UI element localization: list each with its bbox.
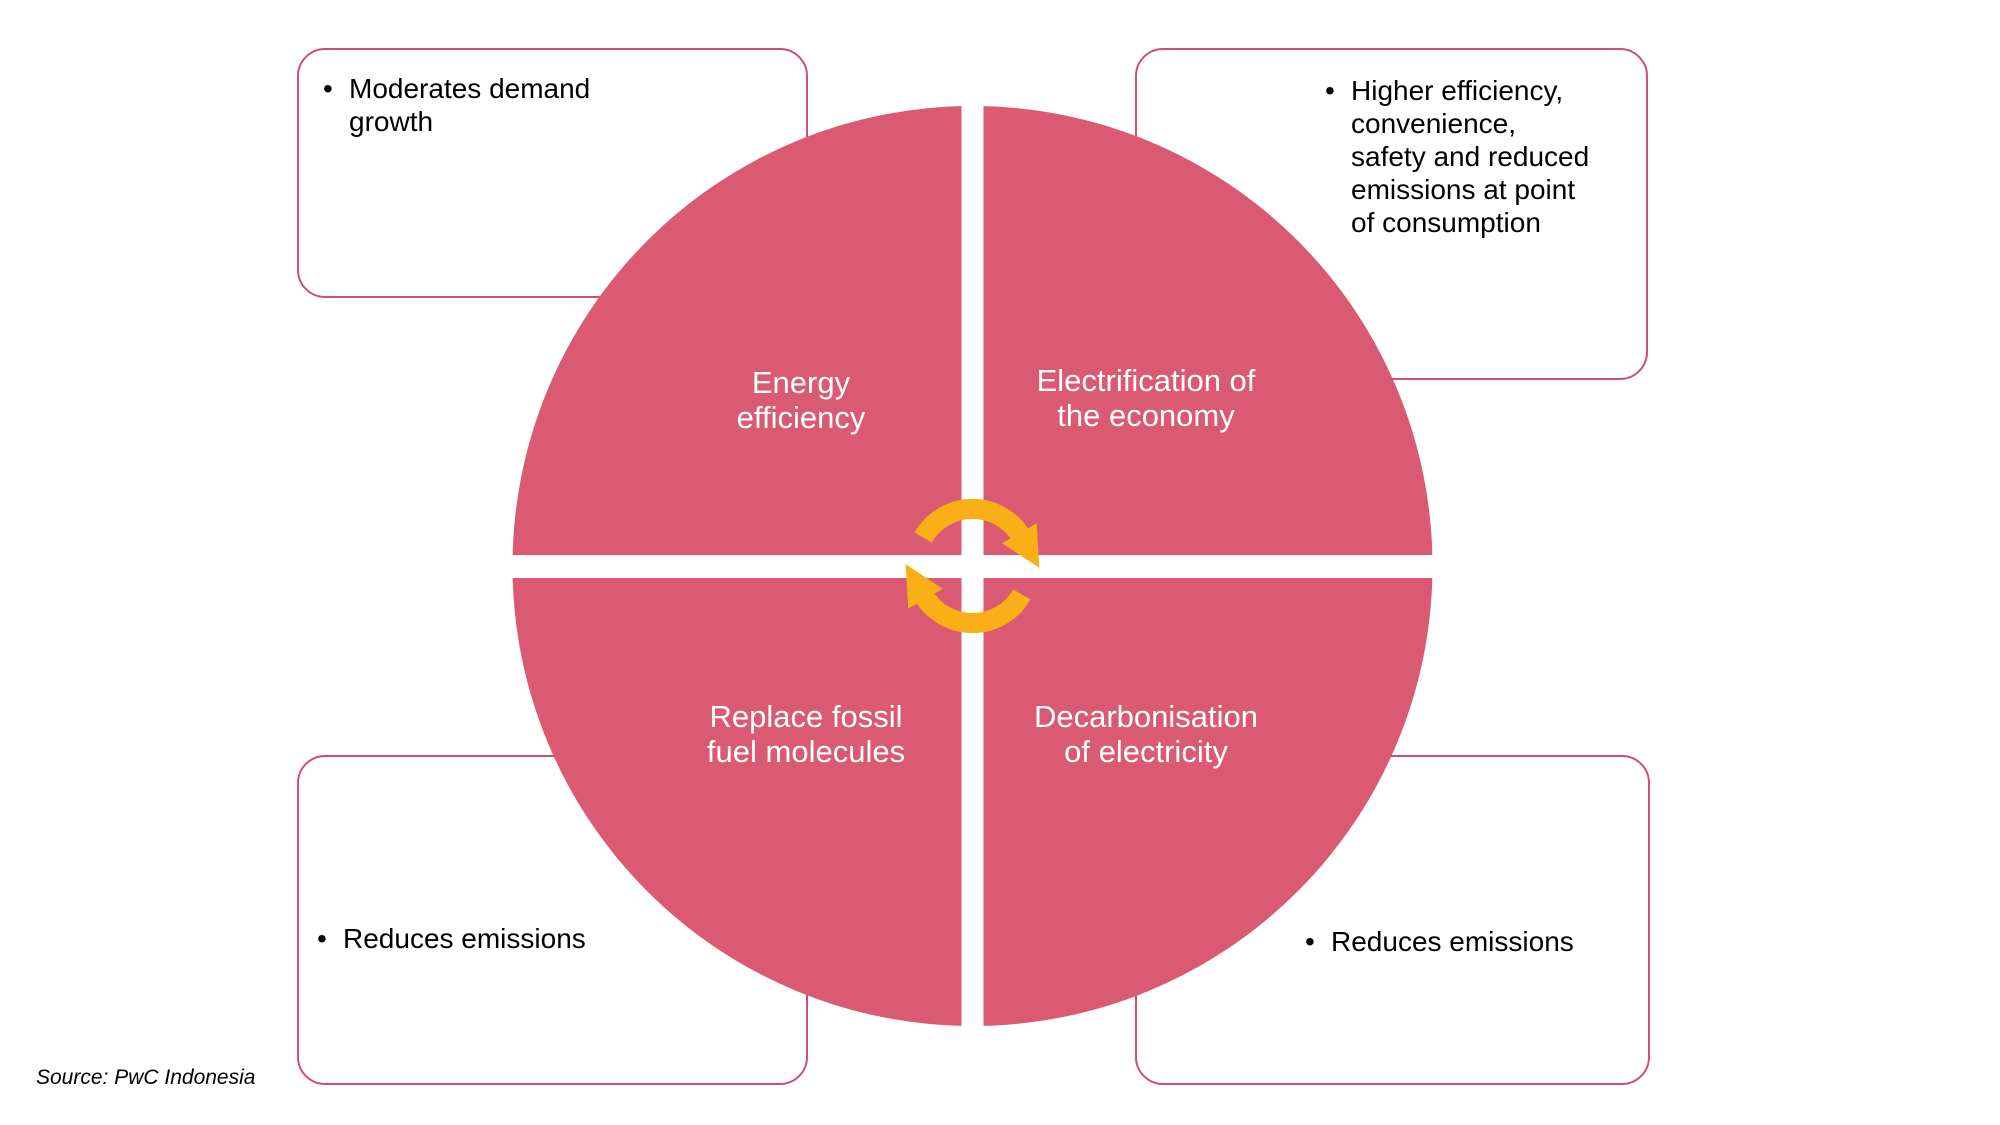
bullet-icon: • xyxy=(317,923,327,954)
bullet-item: • Moderates demand growth xyxy=(299,50,806,138)
bullet-item: • Reduces emissions xyxy=(299,757,806,955)
callout-text-bottom-left: Reduces emissions xyxy=(343,923,586,954)
callout-text-top-right: Higher efficiency, convenience, safety a… xyxy=(1351,75,1590,238)
bullet-item: • Reduces emissions xyxy=(1137,757,1648,958)
bullet-icon: • xyxy=(323,73,333,104)
source-note: Source: PwC Indonesia xyxy=(36,1066,256,1089)
cycle-arrows-icon xyxy=(905,499,1040,633)
quadrant-label-decarbonisation: Decarbonisation of electricity xyxy=(1033,699,1259,769)
quadrant-label-energy-efficiency: Energy efficiency xyxy=(736,365,866,435)
bullet-item: • Higher efficiency, convenience, safety… xyxy=(1137,50,1646,239)
bullet-icon: • xyxy=(1305,926,1315,957)
bullet-icon: • xyxy=(1325,75,1335,106)
quadrant-divider-horizontal xyxy=(500,555,1445,578)
quadrant-label-replace-fossil-fuel: Replace fossil fuel molecules xyxy=(706,699,906,769)
callout-box-top-left: • Moderates demand growth xyxy=(297,48,808,298)
quadrant-label-electrification: Electrification of the economy xyxy=(1036,363,1256,433)
callout-text-bottom-right: Reduces emissions xyxy=(1331,926,1574,957)
callout-text-top-left: Moderates demand growth xyxy=(349,73,591,137)
